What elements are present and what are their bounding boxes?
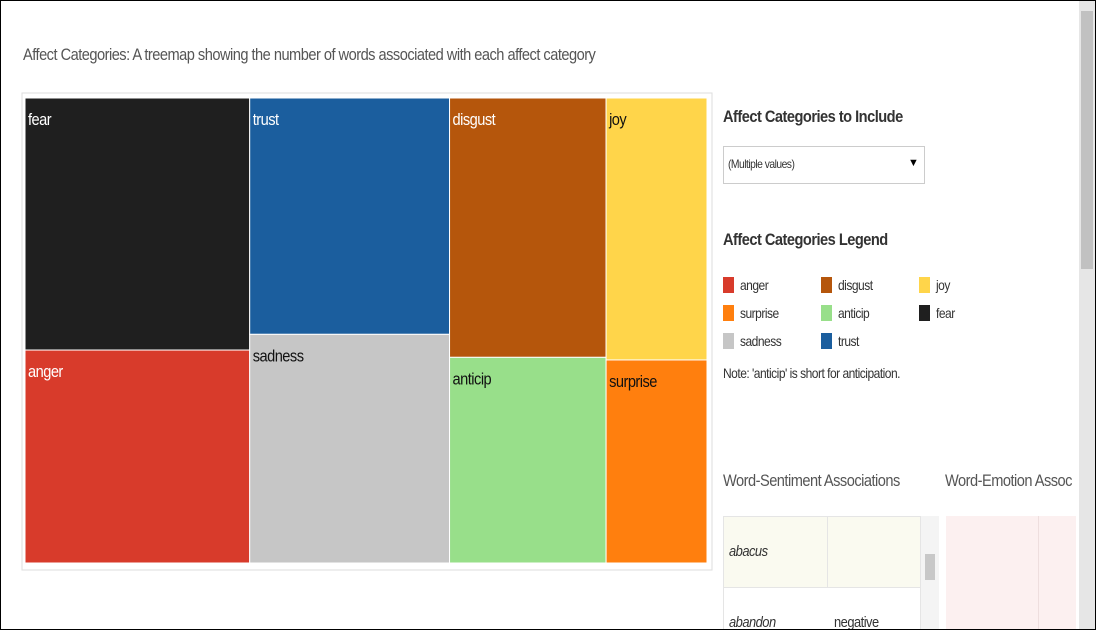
cell-label: anger xyxy=(28,363,64,381)
legend-swatch xyxy=(723,305,734,321)
legend-note: Note: 'anticip' is short for anticipatio… xyxy=(723,365,901,381)
cell-label: fear xyxy=(28,111,52,129)
filter-title: Affect Categories to Include xyxy=(723,107,903,126)
legend-swatch xyxy=(821,333,832,349)
dropdown-arrow: ▼ xyxy=(908,157,919,169)
treemap: fear anger trust sadness disgust anticip joy su… xyxy=(21,92,713,571)
table-scrollbar[interactable] xyxy=(921,516,939,629)
cell-label: joy xyxy=(608,111,627,129)
table-header: Word-Emotion Assoc xyxy=(945,471,1072,490)
legend-item: anticip xyxy=(821,305,919,321)
page-title: Affect Categories: A treemap showing the… xyxy=(23,45,596,64)
legend-label: sadness xyxy=(740,333,782,349)
legend-label: anger xyxy=(740,277,769,293)
treemap-cell xyxy=(449,356,607,564)
legend-swatch xyxy=(723,277,734,293)
legend-item: surprise xyxy=(723,305,821,321)
table-cell: abandon xyxy=(729,614,776,630)
legend-label: disgust xyxy=(838,277,873,293)
legend-swatch xyxy=(723,333,734,349)
cell-label: disgust xyxy=(453,111,497,129)
legend-item: anger xyxy=(723,277,821,293)
legend-swatch xyxy=(821,277,832,293)
cell-divider xyxy=(827,517,828,587)
legend-item: sadness xyxy=(723,333,821,349)
cell-label: anticip xyxy=(453,371,492,389)
table-cell: negative xyxy=(834,614,879,630)
legend-label: joy xyxy=(936,277,950,293)
legend-label: anticip xyxy=(838,305,870,321)
legend-label: trust xyxy=(838,333,859,349)
legend-item: joy xyxy=(919,277,1017,293)
legend-label: surprise xyxy=(740,305,779,321)
treemap-cell xyxy=(24,97,251,351)
legend-item: disgust xyxy=(821,277,919,293)
table-cell: abacus xyxy=(729,543,768,560)
emotion-table xyxy=(946,516,1076,629)
legend: anger disgust joy surprise anticip fear sadnes… xyxy=(723,277,1063,349)
legend-item: fear xyxy=(919,305,1017,321)
table-row: abacus xyxy=(723,516,921,588)
legend-label: fear xyxy=(936,305,955,321)
legend-title: Affect Categories Legend xyxy=(723,230,888,249)
legend-swatch xyxy=(821,305,832,321)
cell-label: surprise xyxy=(609,373,658,391)
treemap-cell xyxy=(449,97,607,358)
treemap-cell xyxy=(249,333,451,564)
cell-label: sadness xyxy=(253,348,304,366)
treemap-cell xyxy=(249,97,451,335)
treemap-cell xyxy=(24,349,251,564)
legend-swatch xyxy=(919,305,930,321)
table-header: Word-Sentiment Associations xyxy=(723,471,900,490)
filter-dropdown[interactable]: (Multiple values) ▼ xyxy=(723,146,925,184)
scroll-thumb[interactable] xyxy=(1081,11,1093,269)
treemap-cell xyxy=(605,359,708,564)
table-scroll-thumb[interactable] xyxy=(925,554,935,580)
cell-divider xyxy=(1038,516,1039,629)
treemap-cell xyxy=(605,97,708,361)
cell-label: trust xyxy=(253,111,280,129)
filter-value: (Multiple values) xyxy=(728,157,795,171)
legend-item: trust xyxy=(821,333,919,349)
legend-swatch xyxy=(919,277,930,293)
table-row: abandon negative xyxy=(723,587,921,630)
